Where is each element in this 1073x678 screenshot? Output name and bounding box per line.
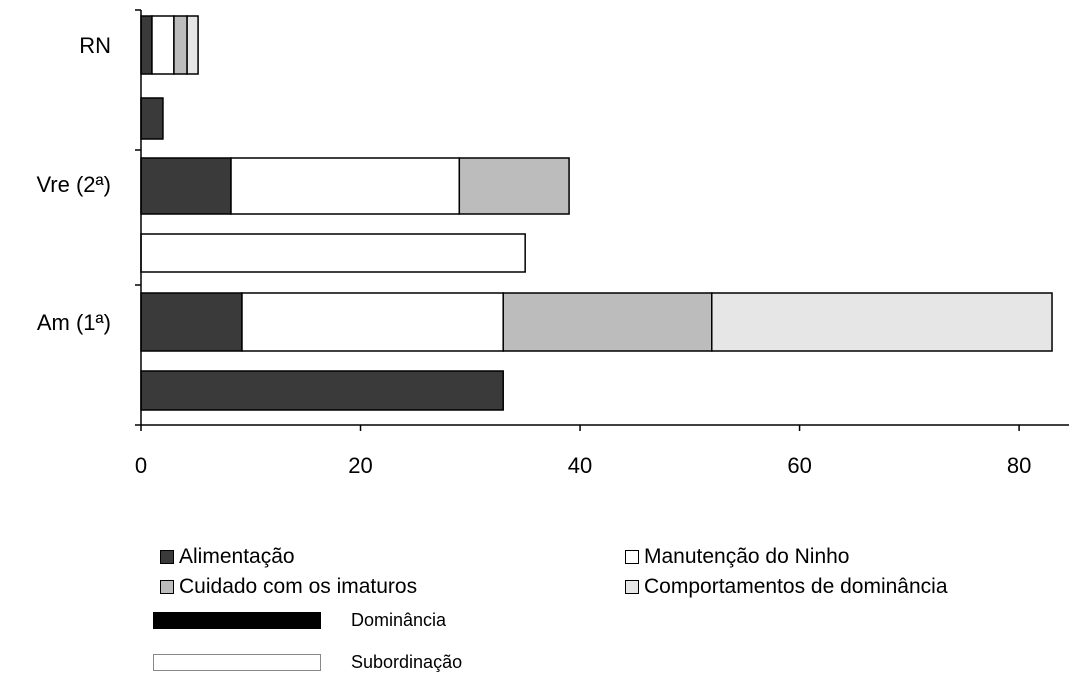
bar-segment-5-0	[140, 370, 504, 411]
bar-segment-0-2	[173, 15, 188, 75]
axes	[135, 9, 1069, 431]
bar-segment-2-1	[230, 157, 461, 215]
x-tick-label-0: 0	[135, 453, 147, 478]
bars-layer	[140, 15, 1053, 411]
bar-segment-4-3	[711, 292, 1053, 352]
bar-segment-2-0	[140, 157, 232, 215]
labels: 0 20 40 60 80 RN Vre (2ª) Am (1ª)	[36, 33, 1031, 478]
bar-segment-4-0	[140, 292, 243, 352]
bar-segment-1-0	[140, 97, 164, 140]
category-label-2: Am (1ª)	[37, 310, 111, 335]
bar-segment-0-0	[140, 15, 153, 75]
x-tick-label-20: 20	[348, 453, 372, 478]
bar-segment-0-1	[151, 15, 175, 75]
bar-segment-0-3	[186, 15, 199, 75]
category-label-0: RN	[79, 33, 111, 58]
bar-segment-3-1	[140, 233, 526, 273]
x-tick-label-80: 80	[1007, 453, 1031, 478]
bar-segment-2-2	[458, 157, 570, 215]
bar-segment-4-2	[502, 292, 713, 352]
x-tick-label-40: 40	[568, 453, 592, 478]
bar-segment-4-1	[241, 292, 504, 352]
category-label-1: Vre (2ª)	[36, 172, 111, 197]
x-tick-label-60: 60	[787, 453, 811, 478]
